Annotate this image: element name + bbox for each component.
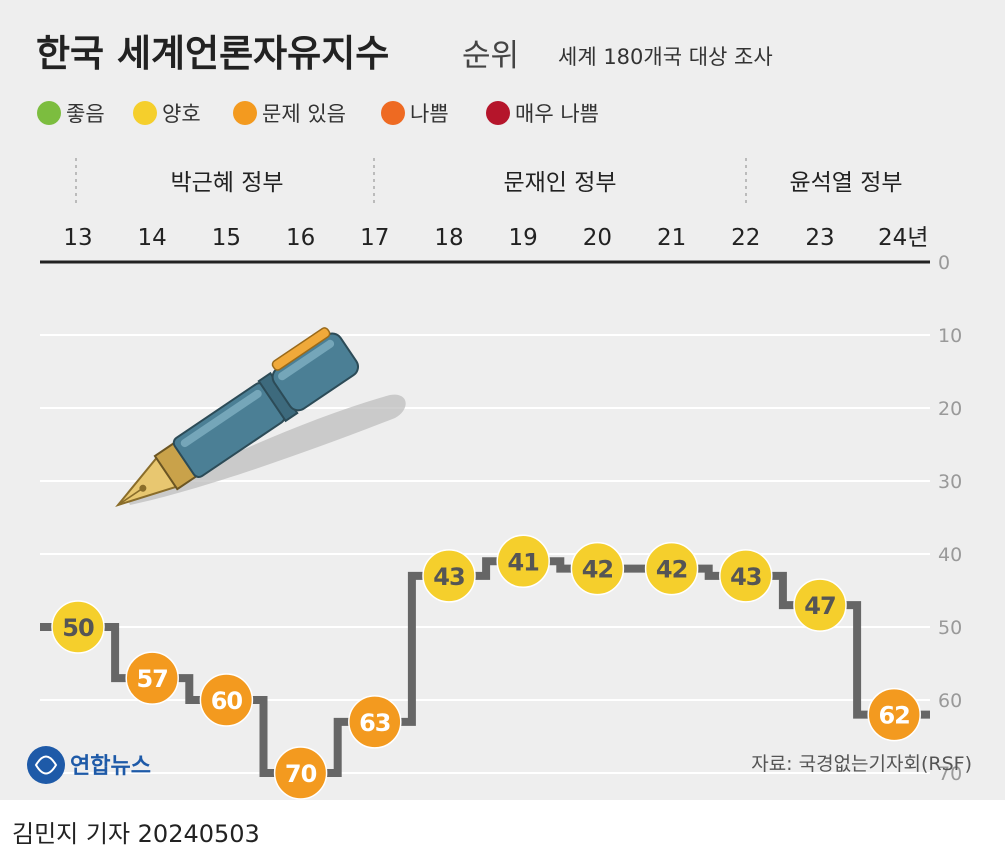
legend-swatch <box>37 101 61 125</box>
byline: 김민지 기자 20240503 <box>12 820 260 848</box>
rank-point <box>199 673 254 727</box>
x-tick-label: 13 <box>63 225 92 251</box>
rank-marker: 43 <box>719 549 773 603</box>
rank-point <box>644 541 699 596</box>
rank-point <box>570 541 625 596</box>
legend-item: 나쁨 <box>381 101 449 126</box>
fountain-pen-illustration <box>115 327 406 507</box>
rank-value-label: 60 <box>211 687 243 715</box>
rank-value-label: 42 <box>656 556 687 584</box>
rank-point <box>273 746 328 800</box>
x-tick-label: 22 <box>731 225 760 251</box>
era-header: 박근혜 정부 문재인 정부 윤석열 정부 <box>75 158 903 203</box>
footer: 김민지 기자 20240503 <box>0 800 1005 866</box>
y-tick-label: 30 <box>938 471 962 493</box>
rank-value-label: 47 <box>804 592 835 620</box>
rank-marker: 50 <box>51 600 105 654</box>
era-label-yoon: 윤석열 정부 <box>789 170 902 196</box>
rank-marker: 41 <box>496 534 550 589</box>
yonhap-logo-text: 연합뉴스 <box>70 753 151 779</box>
rank-marker: 70 <box>273 746 328 800</box>
chart-title: 한국 세계언론자유지수 <box>36 32 389 75</box>
rank-point <box>125 651 179 705</box>
x-tick-label: 21 <box>657 225 686 251</box>
x-tick-label: 14 <box>138 225 167 251</box>
rank-marker: 62 <box>867 687 921 742</box>
chart-svg: 한국 세계언론자유지수 순위 세계 180개국 대상 조사 좋음 양호 문제 있음 나… <box>27 32 972 858</box>
legend-item: 좋음 <box>37 101 105 126</box>
legend-label: 매우 나쁨 <box>515 102 599 126</box>
rank-value-label: 43 <box>433 563 464 591</box>
rank-marker: 57 <box>125 651 179 705</box>
legend-item: 문제 있음 <box>233 101 346 126</box>
yonhap-globe-icon <box>27 746 65 784</box>
era-label-park: 박근혜 정부 <box>170 170 283 196</box>
rank-point <box>51 600 105 654</box>
rank-point <box>348 695 402 749</box>
rank-marker: 60 <box>199 673 254 727</box>
y-tick-label: 40 <box>938 544 962 566</box>
x-tick-label: 23 <box>805 225 834 251</box>
legend-swatch <box>486 101 510 125</box>
y-tick-label: 20 <box>938 398 962 420</box>
chart-subtitle: 세계 180개국 대상 조사 <box>558 45 773 69</box>
rank-value-label: 41 <box>507 548 539 576</box>
x-axis-labels: 13 14 15 16 17 18 19 20 21 22 23 24년 <box>63 225 928 251</box>
rank-markers: 50 57 60 70 63 43 41 42 42 43 47 62 <box>51 534 921 800</box>
rank-point <box>496 534 550 589</box>
x-tick-label: 18 <box>434 225 463 251</box>
y-tick-label: 10 <box>938 325 962 347</box>
rank-value-label: 43 <box>730 563 761 591</box>
legend-label: 좋음 <box>66 102 105 126</box>
y-tick-label: 50 <box>938 617 962 639</box>
x-tick-label: 19 <box>509 225 538 251</box>
rank-marker: 63 <box>348 695 402 749</box>
legend: 좋음 양호 문제 있음 나쁨 매우 나쁨 <box>37 101 599 126</box>
y-axis-labels: 01020304050607080 <box>938 252 962 858</box>
rank-marker: 42 <box>644 541 699 596</box>
legend-label: 문제 있음 <box>262 102 346 126</box>
chart-title-suffix: 순위 <box>462 38 519 74</box>
x-tick-label: 17 <box>360 225 389 251</box>
rank-step-line <box>40 557 930 777</box>
source-note: 자료: 국경없는기자회(RSF) <box>751 753 972 775</box>
legend-swatch <box>381 101 405 125</box>
era-label-moon: 문재인 정부 <box>503 170 616 196</box>
rank-point <box>422 549 476 603</box>
rank-marker: 43 <box>422 549 476 603</box>
x-tick-label: 20 <box>583 225 612 251</box>
rank-value-label: 63 <box>359 709 390 737</box>
rank-value-label: 70 <box>285 760 317 788</box>
yonhap-logo: 연합뉴스 <box>27 746 151 784</box>
rank-value-label: 42 <box>582 556 613 584</box>
rank-value-label: 57 <box>136 665 167 693</box>
rank-point <box>719 549 773 603</box>
rank-point <box>793 578 847 632</box>
gridlines <box>40 260 930 847</box>
y-tick-label: 0 <box>938 252 950 274</box>
legend-label: 나쁨 <box>410 102 449 126</box>
legend-label: 양호 <box>162 102 201 126</box>
y-tick-label: 60 <box>938 690 962 712</box>
rank-marker: 42 <box>570 541 625 596</box>
legend-item: 매우 나쁨 <box>486 101 599 126</box>
x-tick-label: 15 <box>212 225 241 251</box>
rank-point <box>867 687 921 742</box>
y-tick-label: 70 <box>938 763 962 785</box>
rank-value-label: 50 <box>62 614 94 642</box>
x-tick-label: 16 <box>286 225 315 251</box>
legend-item: 양호 <box>133 101 201 126</box>
rank-value-label: 62 <box>878 702 909 730</box>
legend-swatch <box>133 101 157 125</box>
rank-marker: 47 <box>793 578 847 632</box>
legend-swatch <box>233 101 257 125</box>
x-tick-label: 24년 <box>878 225 928 251</box>
